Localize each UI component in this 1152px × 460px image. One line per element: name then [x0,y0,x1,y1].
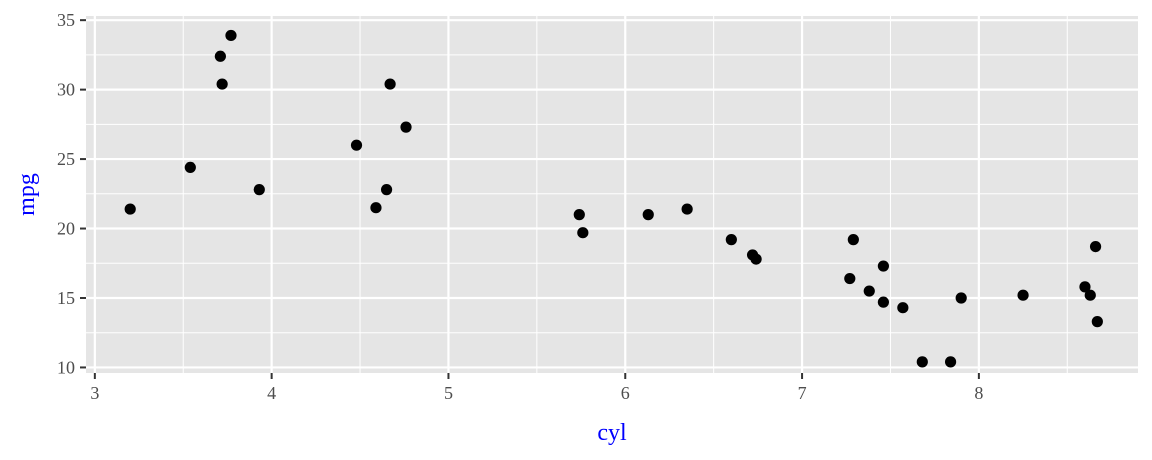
data-point [1091,316,1103,328]
data-point [124,203,136,215]
data-point [642,209,654,221]
data-point [863,285,875,297]
x-axis-title: cyl [597,420,627,446]
data-point [844,272,856,285]
data-point [725,234,737,246]
data-point [350,139,363,151]
data-point [216,78,228,90]
y-axis-title: mpg [14,173,40,216]
data-points [124,29,1103,368]
x-tick-label: 4 [267,383,276,403]
x-tick-label: 6 [621,383,630,403]
data-point [1089,240,1102,253]
data-point [1079,281,1091,293]
data-point [225,29,237,42]
data-point [184,161,196,174]
data-point [573,209,585,221]
y-tick-label: 30 [57,80,75,100]
x-tick-label: 3 [90,383,99,403]
y-tick-label: 35 [57,10,75,30]
x-tick-label: 8 [974,383,983,403]
data-point [955,292,967,304]
data-point [944,356,957,368]
y-tick-label: 25 [57,149,75,169]
data-point [897,302,909,314]
plot-panel [86,16,1138,373]
data-point [577,227,589,239]
major-gridlines [86,16,1138,373]
data-point [877,296,889,308]
data-point [214,50,226,62]
minor-gridlines [86,16,1138,373]
data-point [847,234,859,246]
data-point [370,202,382,214]
data-point [681,203,693,215]
y-tick-label: 10 [57,357,75,377]
data-point [253,184,265,196]
x-tick-label: 5 [444,383,453,403]
y-tick-label: 15 [57,288,75,308]
y-tick-label: 20 [57,219,75,239]
data-point [916,356,928,368]
x-axis: 3 4 5 6 7 8 [90,373,983,403]
data-point [877,260,889,272]
data-point [384,78,396,90]
data-point [400,121,412,133]
data-point [1084,289,1096,301]
data-point [1017,289,1029,301]
data-point [380,184,393,196]
x-tick-label: 7 [798,383,807,403]
data-point [750,253,762,265]
y-axis: 10 15 20 25 30 35 [57,10,86,377]
